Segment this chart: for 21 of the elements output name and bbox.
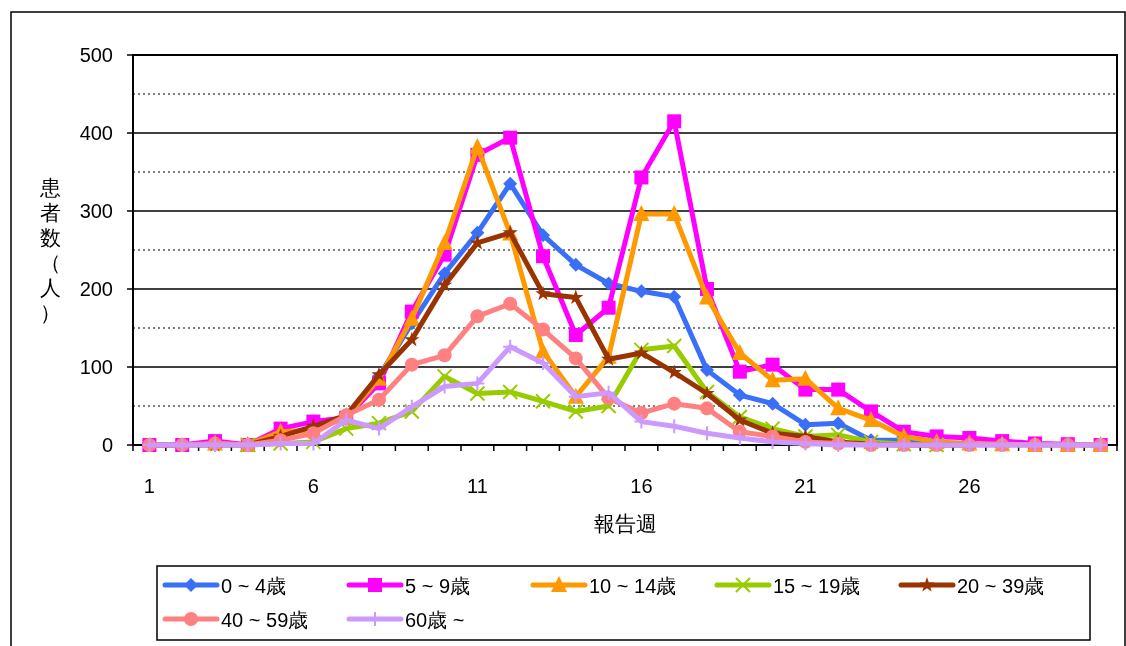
legend-label: 60歳 ~	[405, 609, 465, 631]
y-tick-label: 400	[79, 122, 113, 144]
legend-label: 5 ~ 9歳	[405, 575, 471, 597]
y-tick-label: 200	[79, 278, 113, 300]
y-tick-label: 100	[79, 356, 113, 378]
x-tick-label: 11	[467, 475, 488, 497]
y-axis-title: 患者数（人）	[38, 175, 61, 324]
x-tick-label: 1	[143, 475, 155, 497]
legend-label: 0 ~ 4歳	[221, 575, 287, 597]
legend-label: 10 ~ 14歳	[589, 575, 677, 597]
x-tick-label: 21	[794, 475, 817, 497]
y-tick-label: 0	[101, 434, 113, 456]
x-axis-title: 報告週	[593, 512, 657, 535]
y-tick-label: 500	[79, 44, 113, 66]
legend-label: 40 ~ 59歳	[221, 609, 309, 631]
legend-label: 15 ~ 19歳	[773, 575, 861, 597]
x-tick-label: 16	[630, 475, 653, 497]
x-tick-label: 6	[307, 475, 319, 497]
x-tick-label: 26	[958, 475, 981, 497]
legend-label: 20 ~ 39歳	[957, 575, 1045, 597]
y-tick-label: 300	[79, 200, 113, 222]
